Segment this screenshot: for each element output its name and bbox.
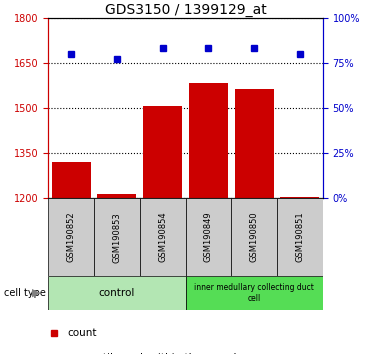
Bar: [94, 198, 140, 276]
Text: cell type: cell type: [4, 288, 46, 298]
Bar: [186, 198, 231, 276]
Bar: [189, 83, 228, 198]
Text: ▶: ▶: [32, 288, 40, 298]
Text: GSM190851: GSM190851: [295, 212, 304, 263]
Text: count: count: [68, 328, 97, 338]
Bar: [48, 198, 94, 276]
Text: inner medullary collecting duct
cell: inner medullary collecting duct cell: [194, 283, 314, 303]
Bar: [143, 107, 182, 198]
Bar: [186, 276, 323, 310]
Text: GSM190849: GSM190849: [204, 212, 213, 263]
Bar: [235, 89, 273, 198]
Bar: [277, 198, 323, 276]
Text: GSM190850: GSM190850: [250, 212, 259, 263]
Bar: [280, 197, 319, 198]
Bar: [52, 162, 91, 198]
Bar: [231, 198, 277, 276]
Text: control: control: [99, 288, 135, 298]
Text: percentile rank within the sample: percentile rank within the sample: [68, 353, 243, 354]
Text: GSM190853: GSM190853: [112, 212, 121, 263]
Bar: [48, 276, 186, 310]
Bar: [140, 198, 186, 276]
Title: GDS3150 / 1399129_at: GDS3150 / 1399129_at: [105, 3, 266, 17]
Text: GSM190852: GSM190852: [67, 212, 76, 263]
Bar: [98, 194, 136, 198]
Text: GSM190854: GSM190854: [158, 212, 167, 263]
